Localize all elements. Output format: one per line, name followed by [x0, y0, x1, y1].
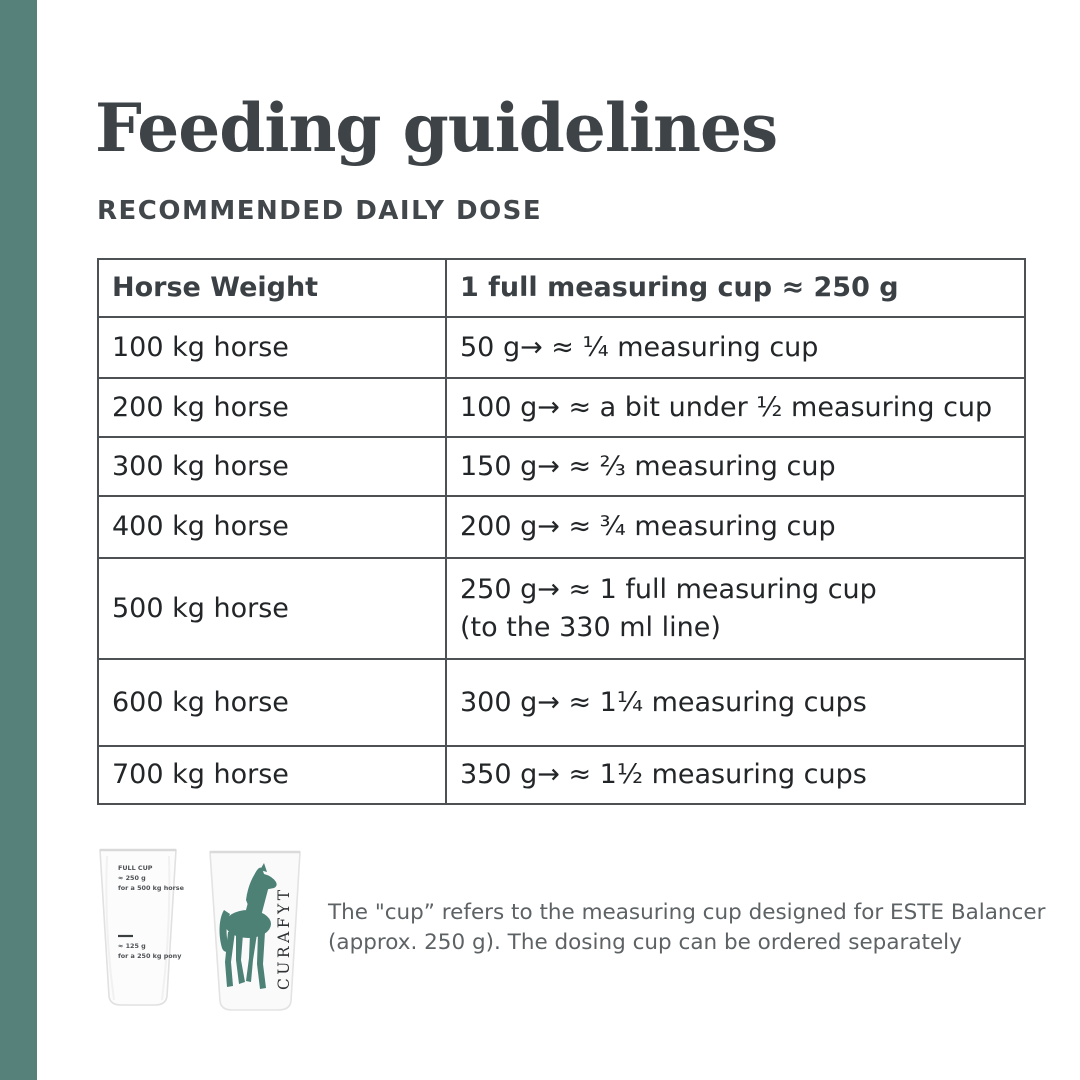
- table-row: 400 kg horse 200 g→ ≈ ¾ measuring cup: [97, 495, 1026, 559]
- footnote: The "cup” refers to the measuring cup de…: [328, 898, 1045, 958]
- measuring-cup-back: CURAFYT: [209, 850, 301, 1011]
- accent-side-bar: [0, 0, 37, 1080]
- feeding-dose-table: Horse Weight 1 full measuring cup ≈ 250 …: [97, 258, 1026, 805]
- dose-cell: 100 g→ ≈ a bit under ½ measuring cup: [445, 377, 1026, 438]
- header-measuring-cup: 1 full measuring cup ≈ 250 g: [445, 258, 1026, 318]
- dose-cell: 150 g→ ≈ ⅔ measuring cup: [445, 436, 1026, 497]
- horse-weight-cell: 300 kg horse: [97, 436, 447, 497]
- horse-weight-cell: 100 kg horse: [97, 316, 447, 379]
- table-row: 500 kg horse 250 g→ ≈ 1 full measuring cu…: [97, 557, 1026, 660]
- dose-cell: 250 g→ ≈ 1 full measuring cup (to the 33…: [445, 557, 1026, 660]
- cup-label-half-for: for a 250 kg pony: [118, 952, 182, 960]
- header-horse-weight: Horse Weight: [97, 258, 447, 318]
- footnote-line-2: (approx. 250 g). The dosing cup can be o…: [328, 930, 962, 955]
- horse-weight-cell: 200 kg horse: [97, 377, 447, 438]
- cup-label-full-amount: ≈ 250 g: [118, 874, 146, 882]
- horse-weight-cell: 500 kg horse: [97, 557, 447, 660]
- cup-brand-text: CURAFYT: [275, 886, 293, 990]
- dose-cell: 300 g→ ≈ 1¼ measuring cups: [445, 658, 1026, 747]
- measuring-cups-image: FULL CUP ≈ 250 g for a 500 kg horse ≈ 12…: [99, 848, 301, 1011]
- horse-silhouette-icon: [219, 863, 277, 989]
- cup-label-half-amount: ≈ 125 g: [118, 942, 146, 950]
- measuring-cup-front: FULL CUP ≈ 250 g for a 500 kg horse ≈ 12…: [99, 848, 185, 1006]
- page-subtitle: RECOMMENDED DAILY DOSE: [97, 196, 543, 226]
- table-row: 600 kg horse 300 g→ ≈ 1¼ measuring cups: [97, 658, 1026, 747]
- dose-cell: 50 g→ ≈ ¼ measuring cup: [445, 316, 1026, 379]
- table-row: 300 kg horse 150 g→ ≈ ⅔ measuring cup: [97, 436, 1026, 497]
- cup-label-full-for: for a 500 kg horse: [118, 884, 185, 892]
- page-title: Feeding guidelines: [95, 89, 778, 167]
- cup-label-full-cup: FULL CUP: [118, 864, 153, 872]
- table-header-row: Horse Weight 1 full measuring cup ≈ 250 …: [97, 258, 1026, 318]
- dose-cell: 350 g→ ≈ 1½ measuring cups: [445, 745, 1026, 805]
- dose-cell: 200 g→ ≈ ¾ measuring cup: [445, 495, 1026, 559]
- footnote-line-1: The "cup” refers to the measuring cup de…: [328, 900, 1046, 925]
- table-row: 700 kg horse 350 g→ ≈ 1½ measuring cups: [97, 745, 1026, 805]
- table-row: 200 kg horse 100 g→ ≈ a bit under ½ measu…: [97, 377, 1026, 438]
- table-body: 100 kg horse 50 g→ ≈ ¼ measuring cup 200 k…: [97, 316, 1026, 805]
- horse-weight-cell: 600 kg horse: [97, 658, 447, 747]
- horse-weight-cell: 700 kg horse: [97, 745, 447, 805]
- table-row: 100 kg horse 50 g→ ≈ ¼ measuring cup: [97, 316, 1026, 379]
- horse-weight-cell: 400 kg horse: [97, 495, 447, 559]
